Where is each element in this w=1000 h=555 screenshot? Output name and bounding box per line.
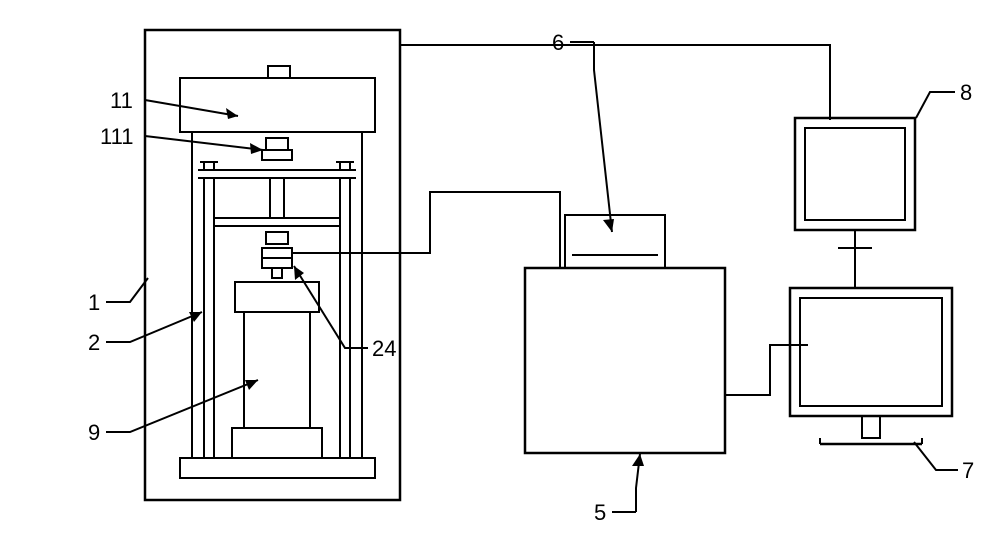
label-7: 7 bbox=[962, 458, 974, 483]
arrow-5 bbox=[632, 454, 644, 466]
box-8-monitor-inner bbox=[805, 128, 905, 220]
part-24-b bbox=[262, 258, 292, 268]
part-24-a bbox=[262, 248, 292, 258]
label-1: 1 bbox=[88, 290, 100, 315]
frame-top-beam bbox=[180, 78, 375, 132]
frame-top-nub bbox=[268, 66, 290, 78]
wire-24-to-5 bbox=[292, 192, 560, 268]
wire-1-to-8 bbox=[400, 45, 830, 120]
leader-6 bbox=[594, 42, 612, 232]
part-24-tang bbox=[272, 268, 282, 278]
wire-5-to-7 bbox=[725, 345, 808, 395]
box-7-monitor-outer bbox=[790, 288, 952, 416]
leader-8 bbox=[916, 92, 955, 118]
part-111-upper bbox=[266, 138, 288, 150]
leader-9 bbox=[106, 380, 258, 432]
box-8-monitor-outer bbox=[795, 118, 915, 230]
mon7-stand-neck bbox=[862, 416, 880, 438]
leader-2 bbox=[106, 312, 202, 342]
leader-11 bbox=[145, 100, 238, 116]
leader-111 bbox=[145, 136, 263, 150]
leader-24 bbox=[294, 266, 368, 348]
pedestal bbox=[232, 428, 322, 458]
label-11: 11 bbox=[110, 88, 133, 113]
frame-base bbox=[180, 458, 375, 478]
leader-1 bbox=[106, 278, 148, 302]
part-111-lower bbox=[262, 150, 292, 160]
label-5: 5 bbox=[594, 500, 606, 525]
label-2: 2 bbox=[88, 330, 100, 355]
box-5-controller bbox=[525, 268, 725, 453]
diagram-svg: 11 111 1 2 9 24 6 5 8 7 bbox=[0, 0, 1000, 555]
label-24: 24 bbox=[372, 336, 396, 361]
loadcell-top bbox=[266, 232, 288, 244]
box-7-monitor-inner bbox=[800, 298, 942, 406]
label-111: 111 bbox=[100, 124, 133, 149]
label-9: 9 bbox=[88, 420, 100, 445]
label-6: 6 bbox=[552, 30, 564, 55]
box-6-panel-outer bbox=[565, 215, 665, 268]
label-8: 8 bbox=[960, 80, 972, 105]
part-9-cylinder bbox=[244, 312, 310, 428]
leader-7 bbox=[914, 442, 958, 470]
arrow-11 bbox=[226, 108, 238, 119]
